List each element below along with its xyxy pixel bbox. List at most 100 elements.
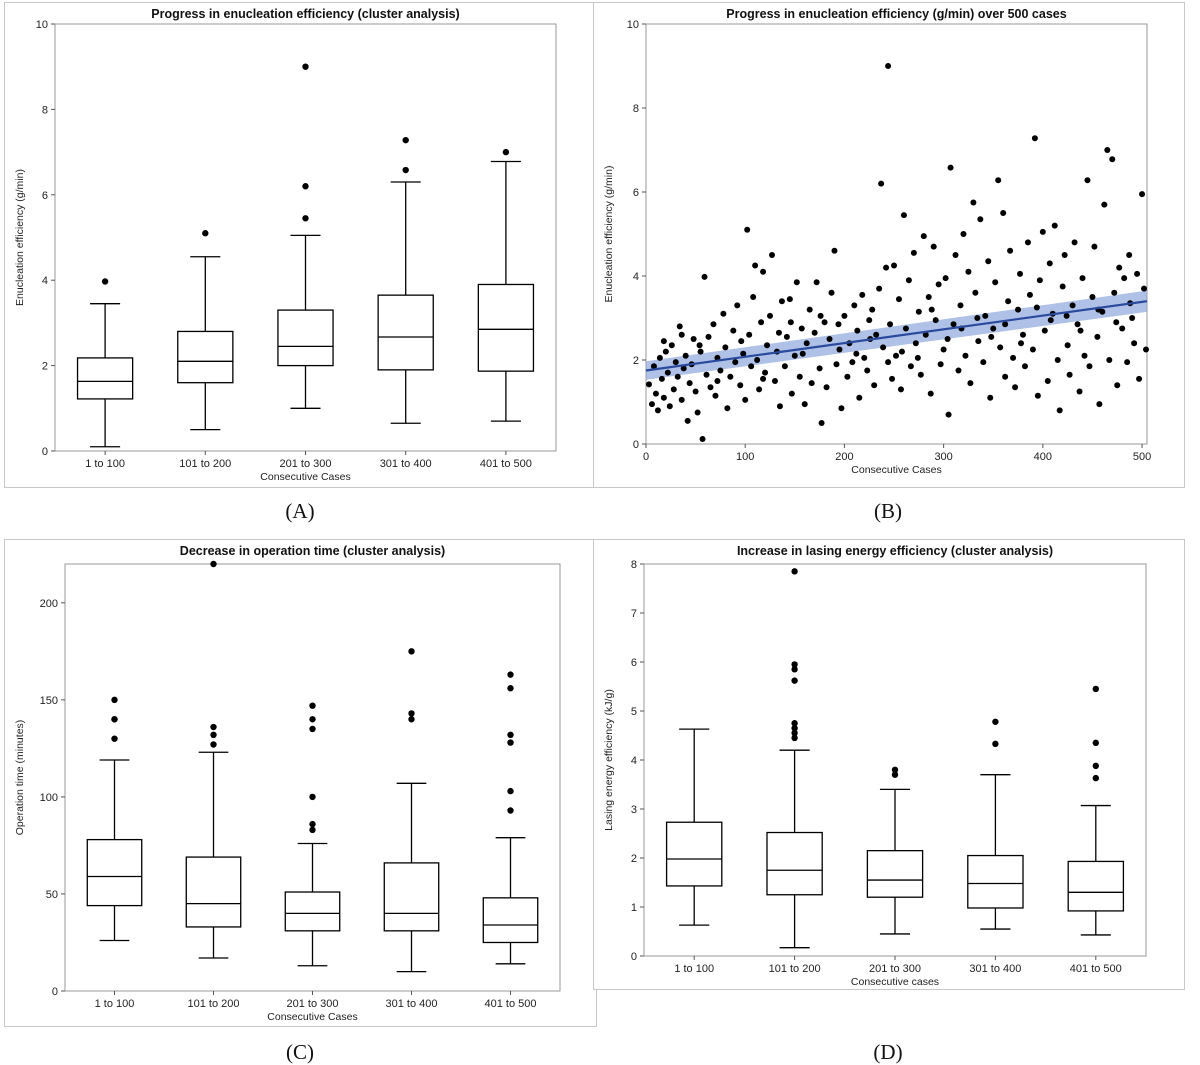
- y-tick-label: 10: [36, 19, 48, 31]
- y-tick-label: 10: [627, 19, 639, 31]
- scatter-point: [656, 354, 663, 361]
- scatter-point: [798, 325, 805, 332]
- outlier-point: [111, 696, 118, 704]
- scatter-point: [697, 348, 704, 355]
- scatter-point: [806, 306, 813, 313]
- y-tick-label: 6: [42, 190, 48, 202]
- scatter-point: [1089, 294, 1096, 300]
- y-tick-label: 7: [631, 608, 637, 620]
- x-tick-label: 301 to 400: [969, 963, 1021, 975]
- scatter-point: [835, 321, 842, 328]
- scatter-point: [712, 392, 719, 399]
- y-tick-label: 2: [633, 355, 639, 367]
- scatter-point: [861, 354, 868, 361]
- scatter-point: [818, 420, 825, 426]
- scatter-point: [935, 281, 942, 288]
- outlier-point: [507, 807, 514, 814]
- scatter-point: [898, 348, 905, 355]
- outlier-point: [791, 734, 798, 742]
- scatter-point: [1021, 363, 1028, 370]
- y-tick-label: 0: [633, 439, 639, 451]
- chart-a-box-1: [76, 278, 134, 448]
- x-tick-label: 301 to 400: [380, 458, 432, 470]
- outlier-point: [408, 648, 415, 655]
- scatter-point: [849, 359, 856, 366]
- chart-d-box-5: [1067, 685, 1125, 936]
- outlier-point: [1092, 774, 1099, 782]
- scatter-point: [925, 294, 932, 300]
- scatter-point: [1136, 375, 1143, 382]
- outlier-point: [891, 766, 899, 773]
- scatter-point: [1007, 247, 1014, 254]
- scatter-point: [771, 378, 778, 384]
- scatter-point: [1019, 331, 1026, 338]
- scatter-point: [692, 388, 699, 395]
- outlier-point: [408, 716, 415, 723]
- scatter-point: [764, 342, 771, 349]
- y-tick-label: 100: [40, 792, 58, 804]
- scatter-point: [1000, 210, 1007, 216]
- iqr-box: [383, 862, 440, 932]
- x-tick-label: 100: [736, 451, 754, 463]
- scatter-point: [912, 340, 919, 347]
- scatter-point: [869, 306, 876, 313]
- scatter-point: [740, 350, 747, 357]
- scatter-point: [962, 352, 969, 359]
- scatter-point: [841, 312, 848, 319]
- chart-c-y-axis-label: Operation time (minutes): [14, 720, 26, 836]
- scatter-point: [678, 331, 685, 338]
- y-tick-label: 4: [42, 275, 48, 287]
- outlier-point: [202, 230, 209, 237]
- y-tick-label: 8: [633, 103, 639, 115]
- outlier-point: [101, 278, 109, 285]
- scatter-point: [833, 361, 840, 368]
- scatter-point: [746, 331, 753, 338]
- iqr-box: [76, 357, 134, 400]
- outlier-point: [891, 771, 899, 778]
- scatter-point: [1002, 321, 1009, 328]
- scatter-point: [1046, 260, 1053, 267]
- scatter-point: [730, 327, 737, 334]
- scatter-point: [776, 403, 783, 410]
- y-tick-label: 2: [42, 361, 48, 373]
- scatter-point: [995, 177, 1002, 184]
- chart-a-title: Progress in enucleation efficiency (clus…: [151, 7, 459, 21]
- scatter-point: [1111, 289, 1118, 296]
- scatter-point: [878, 180, 885, 187]
- scatter-point: [648, 401, 655, 408]
- scatter-point: [1131, 340, 1138, 347]
- scatter-point: [793, 279, 800, 286]
- chart-a-y-axis-label: Enucleation efficiency (g/min): [14, 169, 26, 306]
- chart-a-x-axis-label: Consecutive Cases: [260, 471, 350, 483]
- x-tick-label: 401 to 500: [1070, 963, 1122, 975]
- scatter-point: [900, 212, 907, 219]
- chart-c-x-axis-label: Consecutive Cases: [267, 1011, 357, 1023]
- scatter-point: [1104, 147, 1111, 153]
- scatter-point: [799, 350, 806, 357]
- scatter-point: [1101, 201, 1108, 208]
- scatter-point: [932, 317, 939, 324]
- scatter-point: [1109, 156, 1116, 163]
- scatter-point: [732, 359, 739, 366]
- scatter-point: [734, 302, 741, 309]
- scatter-point: [1005, 298, 1012, 305]
- scatter-point: [750, 294, 757, 300]
- chart-c-box-3: [284, 702, 341, 967]
- outlier-point: [402, 136, 409, 144]
- scatter-point: [1141, 285, 1148, 292]
- scatter-point: [737, 382, 744, 389]
- scatter-point: [645, 381, 652, 388]
- scatter-point: [652, 390, 659, 397]
- outlier-point: [302, 215, 309, 222]
- chart-a-svg: Progress in enucleation efficiency (clus…: [14, 7, 557, 483]
- scatter-point: [1061, 252, 1068, 258]
- scatter-point: [977, 216, 984, 223]
- x-tick-label: 201 to 300: [280, 458, 332, 470]
- chart-b-y-axis-label: Enucleation efficiency (g/min): [603, 166, 615, 303]
- y-tick-label: 4: [633, 271, 639, 283]
- panel-label-d: (D): [873, 1040, 903, 1064]
- scatter-point: [873, 331, 880, 338]
- scatter-point: [752, 262, 759, 269]
- iqr-box: [277, 309, 334, 367]
- y-tick-label: 2: [631, 853, 637, 865]
